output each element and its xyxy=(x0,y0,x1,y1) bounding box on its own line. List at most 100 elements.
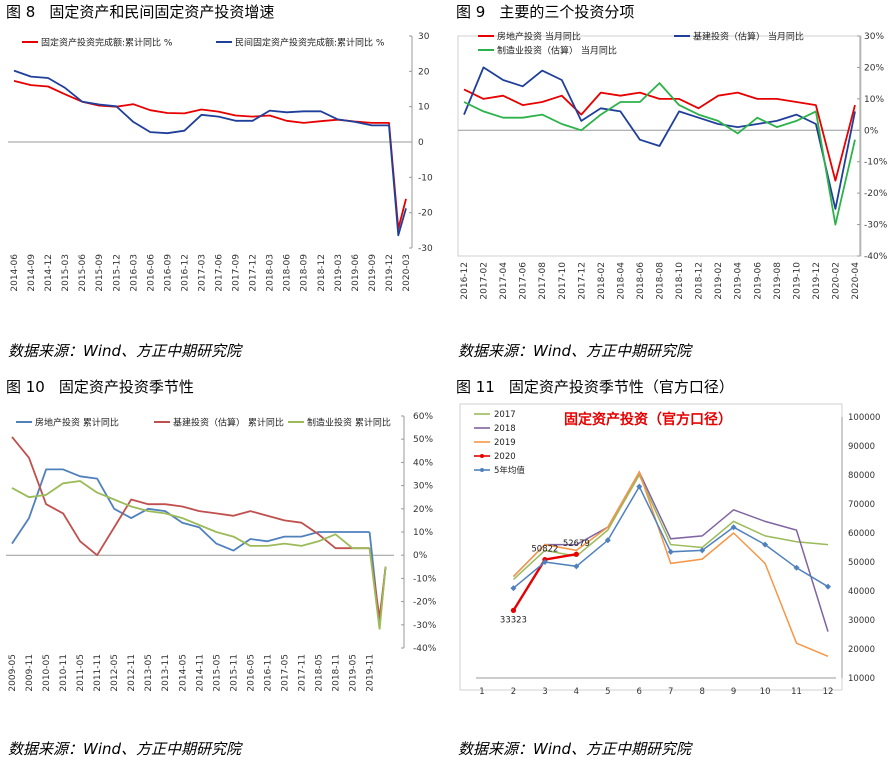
x-tick-label: 8 xyxy=(699,687,704,697)
legend-label-1: 房地产投资 当月同比 xyxy=(497,31,581,43)
data-point xyxy=(573,551,579,557)
x-tick-label: 2015-11 xyxy=(229,654,239,692)
x-tick-label: 2015-03 xyxy=(61,254,71,292)
legend-label-2: 基建投资（估算） 累计同比 xyxy=(173,417,284,429)
data-point xyxy=(541,559,548,565)
x-tick-label: 2018-06 xyxy=(636,262,646,300)
y-tick-label: 10 xyxy=(418,103,430,113)
x-tick-label: 11 xyxy=(791,687,802,697)
x-tick-label: 2010-11 xyxy=(59,654,69,692)
x-tick-label: 2019-02 xyxy=(714,262,724,300)
x-tick-label: 2015-09 xyxy=(95,254,105,292)
legend-marker xyxy=(480,454,484,458)
data-point xyxy=(793,564,800,571)
x-tick-label: 2019-09 xyxy=(368,254,378,292)
x-tick-label: 2018-05 xyxy=(314,654,324,692)
data-label: 33323 xyxy=(500,615,527,625)
plot-frame xyxy=(459,403,843,691)
x-tick-label: 2011-11 xyxy=(93,654,103,692)
y-tick-label: 10% xyxy=(413,528,433,538)
panel-1-source: 数据来源：Wind、方正中期研究院 xyxy=(8,342,242,360)
y-tick-label: 60% xyxy=(413,412,433,422)
panel-3-source: 数据来源：Wind、方正中期研究院 xyxy=(8,740,242,758)
y-tick-label: -30% xyxy=(413,621,437,631)
x-tick-label: 2018-09 xyxy=(300,254,310,292)
x-tick-label: 2018-03 xyxy=(266,254,276,292)
y-tick-label: 10000 xyxy=(848,674,875,684)
series-line-2 xyxy=(512,470,829,632)
data-point xyxy=(510,585,517,592)
chart-investment-seasonality: 60% 50% 40% 30% 20% 10% 0% -10% -20% -30% -40% 2009… xyxy=(6,412,437,692)
y-tick-label: 0% xyxy=(864,126,879,136)
legend-label-2: 基建投资（估算） 当月同比 xyxy=(693,31,804,43)
x-tick-label: 2014-09 xyxy=(27,254,37,292)
series-line-1 xyxy=(512,473,829,580)
y-tick-label: 10% xyxy=(864,95,884,105)
series-tail-3 xyxy=(368,548,387,630)
data-point xyxy=(636,483,643,490)
legend-label-3: 制造业投资 累计同比 xyxy=(307,417,391,429)
x-tick-label: 2014-11 xyxy=(195,654,205,692)
x-tick-label: 10 xyxy=(760,687,771,697)
x-tick-label: 2018-06 xyxy=(283,254,293,292)
data-label: 50822 xyxy=(531,545,558,555)
x-tick-label: 2009-05 xyxy=(8,654,18,692)
panel-4-title-text: 固定资产投资季节性（官方口径） xyxy=(508,378,734,396)
data-point xyxy=(825,583,831,590)
x-tick-label: 2020-03 xyxy=(402,254,412,292)
x-tick-label: 2018-12 xyxy=(695,262,705,300)
chart-title: 固定资产投资（官方口径） xyxy=(564,411,732,428)
chart-investment-seasonality-official: 100000 90000 80000 70000 60000 50000 40000 3000… xyxy=(459,403,880,697)
x-tick-label: 2015-12 xyxy=(112,254,122,292)
y-tick-label: 20 xyxy=(418,67,430,77)
x-tick-label: 2019-03 xyxy=(334,254,344,292)
x-tick-label: 2014-05 xyxy=(178,654,188,692)
x-tick-label: 2018-02 xyxy=(597,262,607,300)
legend-marker xyxy=(480,468,484,472)
series-line-1 xyxy=(13,80,407,230)
y-tick-label: -40% xyxy=(413,644,437,654)
x-tick-label: 2016-09 xyxy=(163,254,173,292)
panel-4-source: 数据来源：Wind、方正中期研究院 xyxy=(458,740,692,758)
y-tick-label: 30% xyxy=(413,482,433,492)
series-line-3 xyxy=(11,480,370,550)
x-tick-label: 5 xyxy=(605,687,610,697)
panel-3-title-text: 固定资产投资季节性 xyxy=(58,378,194,396)
x-tick-label: 12 xyxy=(823,687,834,697)
legend-label-5: 5年均值 xyxy=(494,465,525,476)
legend-label-1: 固定资产投资完成额:累计同比 % xyxy=(41,37,173,49)
series-line-1 xyxy=(11,468,370,552)
x-tick-label: 2019-05 xyxy=(349,654,359,692)
legend-label-4: 2020 xyxy=(494,452,516,462)
legend-label-1: 2017 xyxy=(494,410,516,420)
x-tick-label: 2018-08 xyxy=(656,262,666,300)
series-line-2 xyxy=(13,69,407,237)
x-tick-label: 2013-05 xyxy=(144,654,154,692)
x-tick-label: 2019-12 xyxy=(812,262,822,300)
legend-label-3: 2019 xyxy=(494,438,516,448)
panel-2-title: 图 9 主要的三个投资分项 xyxy=(456,1,634,22)
x-tick-label: 2020-04 xyxy=(851,262,861,300)
chart-fixed-asset-investment: 30 20 10 0 -10 -20 -30 2014-06 2014-09 2014-12 201… xyxy=(8,32,433,292)
y-tick-label: -20 xyxy=(418,209,433,219)
x-tick-label: 2017-12 xyxy=(249,254,259,292)
data-point xyxy=(573,563,580,570)
x-tick-label: 1 xyxy=(479,687,484,697)
y-tick-label: 30 xyxy=(418,32,430,42)
x-tick-label: 2017-12 xyxy=(577,262,587,300)
x-tick-label: 2019-04 xyxy=(734,262,744,300)
y-tick-label: 90000 xyxy=(848,442,875,452)
y-tick-label: -20% xyxy=(413,598,437,608)
x-tick-label: 2012-11 xyxy=(127,654,137,692)
x-tick-label: 2017-06 xyxy=(519,262,529,300)
y-tick-label: -30% xyxy=(864,221,888,231)
x-tick-label: 2017-11 xyxy=(297,654,307,692)
x-tick-label: 2017-02 xyxy=(480,262,490,300)
panel-1-title-text: 固定资产和民间固定资产投资增速 xyxy=(49,3,275,21)
y-tick-label: 0% xyxy=(413,551,428,561)
x-tick-label: 2017-03 xyxy=(197,254,207,292)
x-tick-label: 2014-12 xyxy=(44,254,54,292)
y-tick-label: 40000 xyxy=(848,587,875,597)
x-tick-label: 2 xyxy=(511,687,516,697)
panel-1-title: 图 8 固定资产和民间固定资产投资增速 xyxy=(6,1,274,22)
